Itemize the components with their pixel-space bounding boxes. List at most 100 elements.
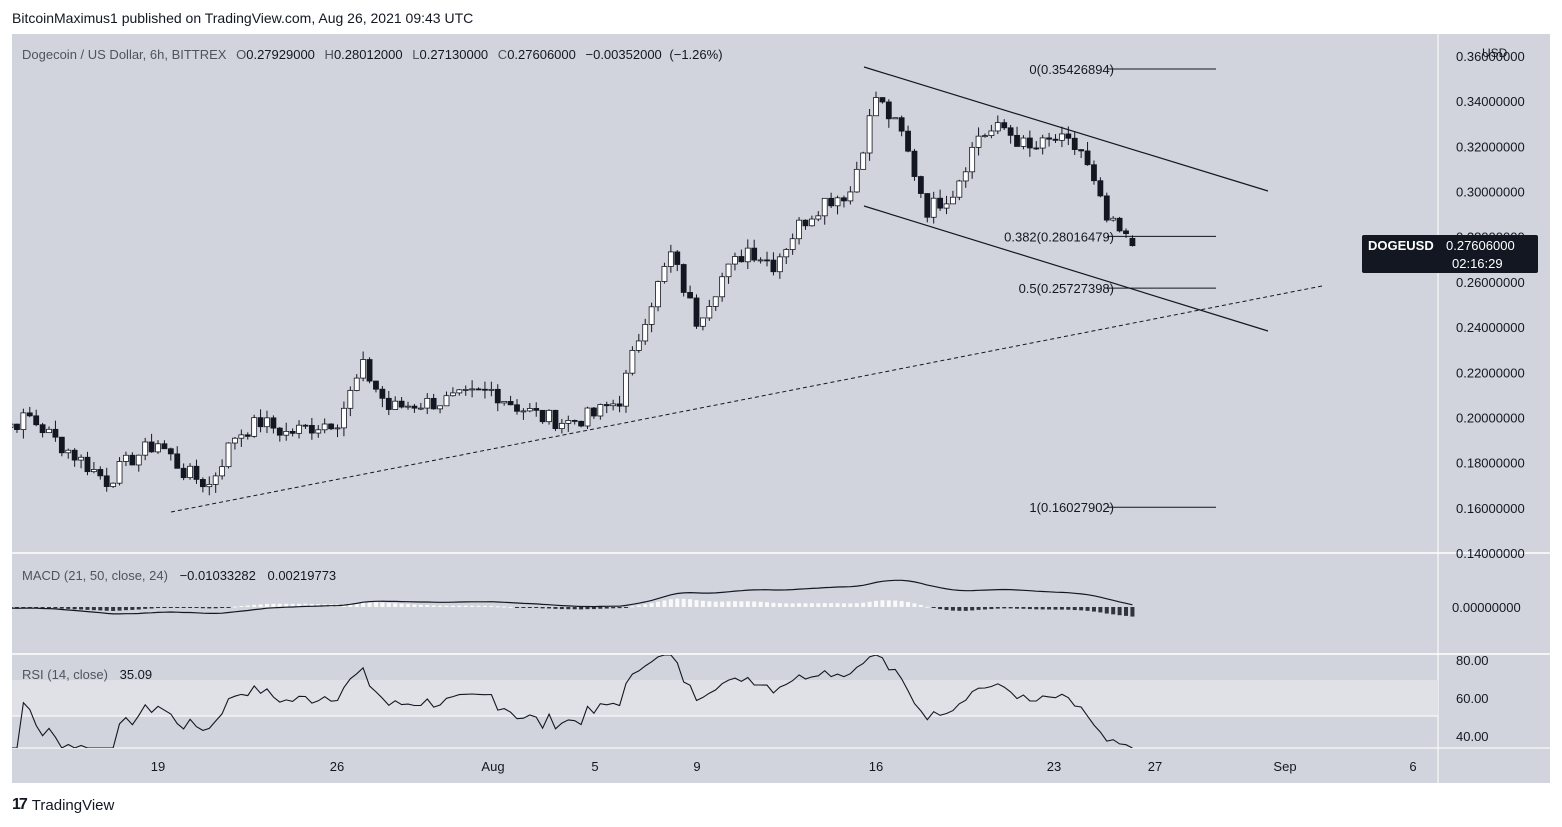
candle-up: [1020, 137, 1027, 147]
candle-up: [443, 395, 450, 407]
macd-bar: [156, 607, 160, 609]
close-value: 0.27606000: [507, 47, 576, 62]
macd-bar: [232, 606, 237, 608]
macd-value-1: −0.01033282: [180, 568, 256, 583]
candle-down: [289, 431, 296, 434]
candle-up: [1110, 217, 1117, 221]
candle-up: [783, 249, 790, 258]
macd-bar: [515, 607, 519, 608]
macd-bar: [1002, 607, 1007, 609]
macd-bar: [194, 607, 199, 608]
macd-bar: [912, 603, 917, 607]
candle-up: [789, 238, 796, 250]
rsi-tick-80: 80.00: [1456, 653, 1489, 668]
macd-bar: [386, 602, 391, 607]
fib-levels: 0(0.35426894) 0.382(0.28016479) 0.5(0.2572…: [1004, 62, 1216, 515]
candle-down: [174, 453, 181, 469]
time-tick: 27: [1148, 759, 1162, 774]
macd-bar: [277, 603, 282, 607]
candle-down: [302, 424, 309, 427]
candle-up: [969, 146, 976, 173]
macd-bar: [1117, 607, 1122, 616]
chart-svg[interactable]: 0(0.35426894) 0.382(0.28016479) 0.5(0.2572…: [12, 34, 1550, 783]
fib-label: 0(0.35426894): [1029, 62, 1114, 77]
candle-down: [552, 409, 559, 430]
tradingview-logo-icon: 17: [12, 796, 28, 813]
candle-down: [885, 101, 892, 120]
high-prefix: H: [325, 47, 334, 62]
macd-value-2: 0.00219773: [267, 568, 336, 583]
macd-bar: [66, 607, 71, 609]
candle-up: [65, 449, 72, 454]
macd-bar: [476, 605, 481, 607]
candle-up: [219, 466, 226, 477]
candle-up: [584, 407, 591, 427]
macd-bar: [79, 607, 84, 610]
macd-bar: [944, 607, 949, 610]
time-tick: Sep: [1273, 759, 1296, 774]
time-axis[interactable]: 19 26 Aug 5 9 16 23 27 Sep 6: [151, 759, 1417, 774]
macd-bar: [880, 600, 885, 607]
candle-up: [462, 389, 469, 391]
macd-bar: [835, 603, 840, 607]
candle-down: [507, 401, 514, 406]
candle-up: [90, 469, 97, 473]
candle-up: [142, 441, 149, 456]
candle-up: [988, 130, 995, 136]
candle-up: [225, 442, 232, 468]
macd-bar: [14, 607, 19, 608]
candle-up: [558, 422, 565, 430]
macd-bar: [547, 607, 552, 609]
macd-bar: [752, 601, 757, 607]
rsi-tick-60: 60.00: [1456, 691, 1489, 706]
candle-up: [206, 483, 213, 488]
time-tick: 9: [693, 759, 700, 774]
macd-bar: [527, 607, 532, 608]
macd-bar: [777, 603, 782, 607]
channel-lower-line: [863, 205, 1269, 332]
macd-bar: [200, 607, 205, 609]
macd-legend: MACD (21, 50, close, 24) −0.01033282 0.0…: [22, 568, 336, 583]
candle-up: [488, 388, 495, 391]
macd-bar: [1091, 607, 1096, 612]
chart-frame[interactable]: 0(0.35426894) 0.382(0.28016479) 0.5(0.2572…: [12, 34, 1550, 783]
price-tick: 0.20000000: [1456, 410, 1525, 425]
candle-down: [180, 467, 187, 479]
macd-bar: [765, 602, 770, 607]
macd-bar: [874, 600, 878, 607]
macd-bar: [797, 603, 802, 607]
candle-up: [321, 423, 328, 431]
candle-down: [199, 479, 206, 488]
candle-up: [264, 417, 270, 428]
macd-bar: [579, 607, 584, 610]
time-tick: 19: [151, 759, 165, 774]
candle-down: [539, 409, 546, 423]
macd-bar: [854, 603, 859, 607]
candle-up: [392, 400, 399, 410]
macd-bar: [938, 607, 943, 610]
candle-down: [244, 434, 251, 437]
macd-bar: [348, 603, 353, 607]
fib-label: 0.5(0.25727398): [1019, 281, 1114, 296]
candle-down: [373, 380, 379, 390]
candle-down: [687, 292, 693, 299]
macd-bar: [220, 607, 225, 608]
candle-up: [20, 412, 27, 430]
macd-bar: [1111, 607, 1116, 615]
candle-down: [270, 417, 277, 429]
macd-bar: [809, 603, 814, 607]
candle-up: [123, 454, 129, 462]
candle-up: [975, 135, 982, 148]
candle-down: [591, 407, 597, 417]
candle-down: [1097, 180, 1104, 197]
macd-bar: [53, 607, 58, 609]
tradingview-logo[interactable]: 17 TradingView: [12, 796, 114, 814]
macd-bar: [906, 601, 911, 607]
candle-down: [616, 403, 623, 407]
fib-label: 0.382(0.28016479): [1004, 229, 1114, 244]
candle-up: [956, 180, 963, 198]
channel-upper-line: [863, 66, 1269, 192]
candle-up: [187, 465, 193, 479]
candle-down: [161, 443, 168, 450]
macd-bar: [91, 607, 96, 611]
